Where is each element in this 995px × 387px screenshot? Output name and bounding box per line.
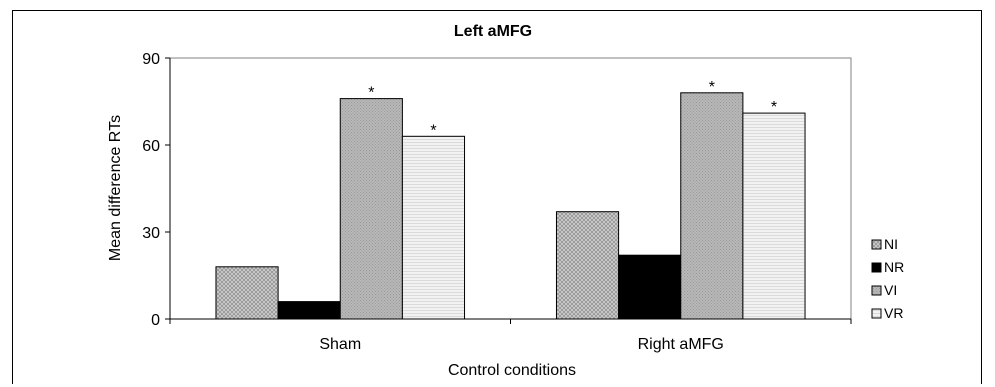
bar-ni <box>215 266 279 320</box>
significance-marker: * <box>430 122 436 139</box>
legend-label-nr: NR <box>884 259 904 275</box>
legend-swatch-vi <box>871 285 882 296</box>
legend-swatch-vr <box>871 308 882 319</box>
legend: NI NR VI VR <box>871 236 904 321</box>
legend-swatch-nr <box>871 262 882 273</box>
y-axis: 0 30 60 90 <box>142 51 171 329</box>
x-tick-label: Sham <box>319 336 361 353</box>
significance-marker: * <box>709 79 715 96</box>
bars <box>215 92 806 320</box>
y-tick-label: 30 <box>142 225 160 242</box>
legend-label-vr: VR <box>884 305 903 321</box>
bar-ni <box>555 211 620 320</box>
y-tick-label: 90 <box>142 51 160 68</box>
x-axis-label: Control conditions <box>448 362 576 379</box>
bar-vr <box>742 112 806 320</box>
bar-nr <box>277 301 341 320</box>
x-axis: Sham Right aMFG <box>169 318 852 353</box>
annotations: * * * * <box>368 79 777 140</box>
bar-vi <box>680 92 744 320</box>
y-tick-label: 60 <box>142 138 160 155</box>
significance-marker: * <box>771 99 777 116</box>
legend-swatch-ni <box>871 239 882 250</box>
y-tick-label: 0 <box>151 312 160 329</box>
bar-nr <box>618 254 682 320</box>
legend-label-ni: NI <box>884 236 898 252</box>
chart-frame <box>12 10 982 384</box>
bar-vr <box>401 135 466 320</box>
x-tick-label: Right aMFG <box>638 336 724 353</box>
significance-marker: * <box>368 85 374 102</box>
chart-title: Left aMFG <box>454 23 532 40</box>
legend-label-vi: VI <box>884 282 897 298</box>
bar-vi <box>339 98 403 320</box>
y-axis-label: Mean difference RTs <box>107 115 124 261</box>
